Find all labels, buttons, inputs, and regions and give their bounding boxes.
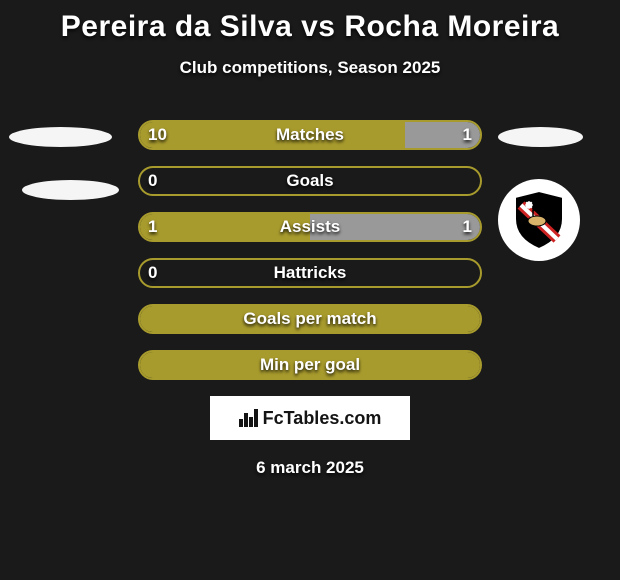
stat-label: Goals per match <box>138 304 482 334</box>
player-avatar-left-1 <box>9 127 112 147</box>
branding-badge: FcTables.com <box>210 396 410 440</box>
stat-label: Min per goal <box>138 350 482 380</box>
shield-icon <box>511 189 567 251</box>
stat-row: Min per goal <box>0 350 620 380</box>
subtitle: Club competitions, Season 2025 <box>0 58 620 78</box>
stat-label: Assists <box>138 212 482 242</box>
stat-label: Goals <box>138 166 482 196</box>
stat-label: Hattricks <box>138 258 482 288</box>
chart-icon <box>239 409 259 427</box>
branding-text: FcTables.com <box>263 408 382 429</box>
player-avatar-right <box>498 127 583 147</box>
stat-row: Goals per match <box>0 304 620 334</box>
stat-row: 0Hattricks <box>0 258 620 288</box>
club-logo-right <box>498 179 580 261</box>
stat-label: Matches <box>138 120 482 150</box>
page-title: Pereira da Silva vs Rocha Moreira <box>0 0 620 44</box>
player-avatar-left-2 <box>22 180 119 200</box>
date-label: 6 march 2025 <box>0 458 620 478</box>
